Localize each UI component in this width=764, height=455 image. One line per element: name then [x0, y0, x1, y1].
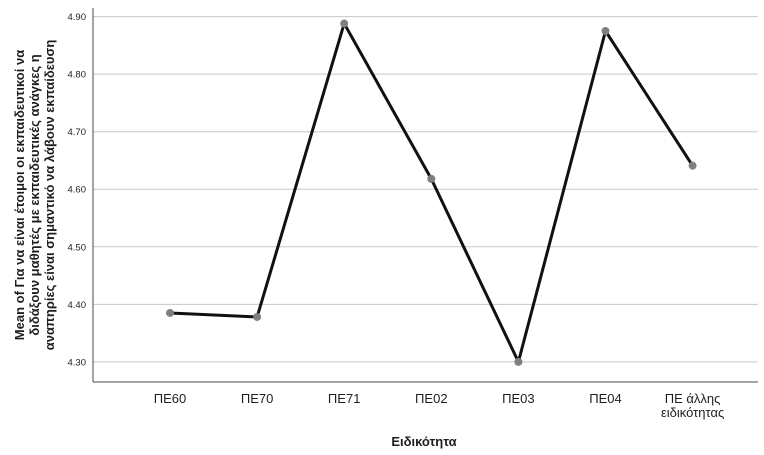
data-point: [166, 308, 174, 317]
y-axis-title-line: Mean of Για να είναι έτοιμοι οι εκπαιδευ…: [12, 50, 27, 340]
y-axis-title: Mean of Για να είναι έτοιμοι οι εκπαιδευ…: [12, 40, 57, 351]
data-point: [601, 27, 610, 36]
x-tick-label: ΠΕ70: [241, 391, 274, 406]
x-tick-label-line: ΠΕ03: [502, 391, 535, 406]
data-point: [253, 312, 262, 321]
y-tick-label: 4.40: [68, 300, 87, 311]
x-tick-label: ΠΕ71: [328, 391, 361, 406]
y-tick-label: 4.70: [68, 127, 87, 138]
y-tick-label: 4.60: [68, 185, 87, 196]
x-tick-label-line: ΠΕ71: [328, 391, 361, 406]
x-tick-label: ΠΕ03: [502, 391, 535, 406]
x-tick-label-line: ΠΕ70: [241, 391, 274, 406]
x-tick-label: ΠΕ04: [589, 391, 622, 406]
x-axis-title: Ειδικότητα: [391, 434, 456, 449]
x-tick-label: ΠΕ άλλης ειδικότητας: [661, 391, 724, 420]
data-point: [514, 357, 523, 366]
data-points: [166, 19, 697, 366]
gridlines: [93, 16, 758, 363]
x-tick-label-line: ειδικότητας: [661, 405, 724, 420]
x-tick-label: ΠΕ60: [154, 391, 187, 406]
axes: [92, 8, 758, 383]
data-point: [340, 19, 349, 28]
chart-labels: 4.30 4.40 4.50 4.60 4.70 4.80 4.90 ΠΕ60 ΠΕ70 ΠΕ71…: [12, 12, 724, 449]
y-tick-label: 4.80: [68, 70, 87, 81]
data-point: [688, 161, 697, 170]
y-tick-label: 4.90: [68, 12, 87, 23]
x-tick-label: ΠΕ02: [415, 391, 448, 406]
y-tick-label: 4.50: [68, 242, 87, 253]
y-axis-title-line: διδάξουν μαθητές με εκπαιδευτικές ανάγκε…: [27, 54, 42, 335]
x-tick-label-line: ΠΕ60: [154, 391, 187, 406]
y-axis-title-line: αναπηρίες είναι σημαντικό να λάβουν εκπα…: [42, 40, 57, 351]
x-tick-label-line: ΠΕ02: [415, 391, 448, 406]
data-point: [427, 174, 436, 183]
x-tick-label-line: ΠΕ άλλης: [665, 391, 721, 406]
x-tick-label-line: ΠΕ04: [589, 391, 622, 406]
y-tick-label: 4.30: [68, 357, 87, 368]
